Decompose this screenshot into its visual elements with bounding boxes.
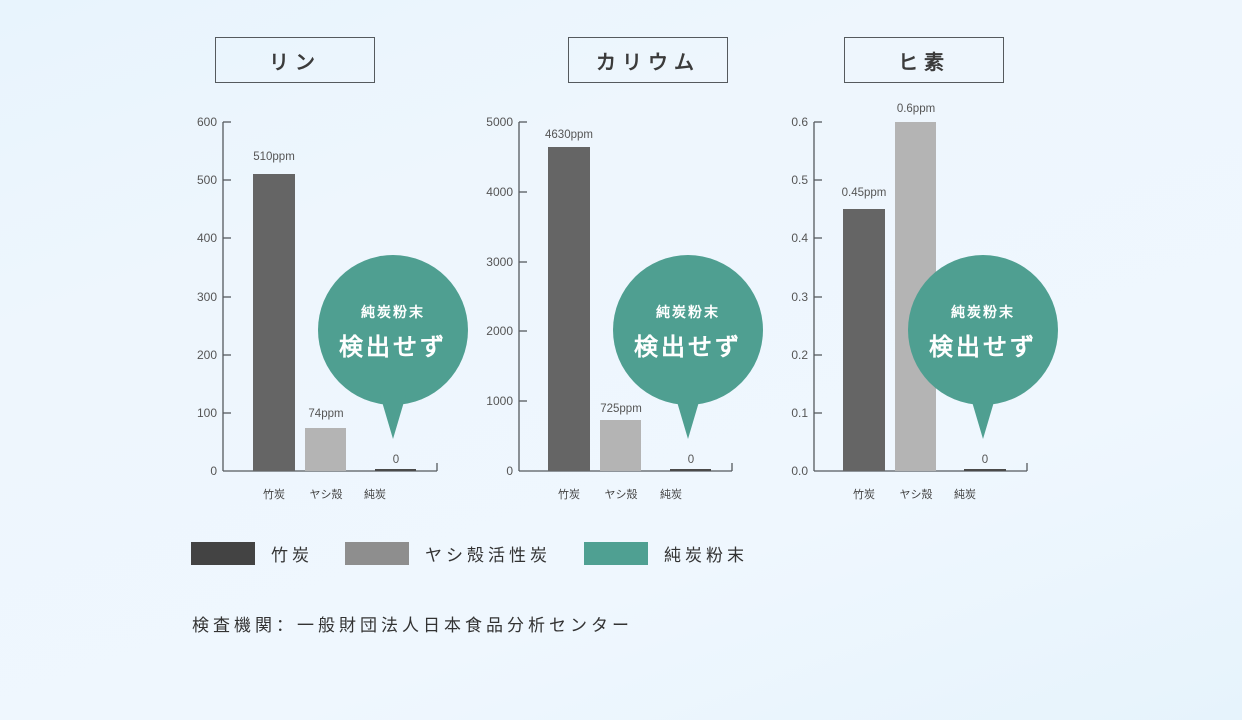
x-category-label: 竹炭	[263, 488, 285, 501]
callout-result: 検出せず	[339, 333, 447, 361]
bar-bamboo	[253, 174, 295, 471]
y-tick: 200	[196, 348, 217, 362]
not-detected-callout: 純炭粉末 検出せず	[613, 255, 763, 440]
not-detected-callout: 純炭粉末 検出せず	[908, 255, 1058, 440]
x-category-label: ヤシ殻	[604, 488, 638, 501]
bar-coconut	[305, 428, 346, 471]
y-tick: 100	[196, 406, 217, 420]
bar-value-label: 725ppm	[600, 403, 642, 415]
y-tick: 5000	[486, 115, 513, 129]
not-detected-callout: 純炭粉末 検出せず	[318, 255, 468, 440]
legend-swatch	[345, 541, 409, 565]
bar-value-label: 74ppm	[308, 408, 344, 420]
callout-subject: 純炭粉末	[951, 305, 1015, 321]
bar-bamboo	[548, 147, 590, 471]
source-note: 検査機関：一般財団法人日本食品分析センター	[192, 616, 633, 636]
x-category-label: 純炭	[364, 488, 386, 501]
x-category-label: 竹炭	[558, 488, 580, 501]
bar-value-label: 4630ppm	[545, 129, 593, 141]
y-tick: 3000	[486, 255, 513, 269]
chart-title-potassium: カリウム	[568, 37, 728, 83]
chart-title-arsenic: ヒ素	[844, 37, 1004, 83]
bar-pure	[964, 469, 1006, 471]
y-tick: 0.4	[791, 231, 808, 245]
y-tick: 500	[196, 173, 217, 187]
chart-title-phosphorus: リン	[215, 37, 375, 83]
legend-label: ヤシ殻活性炭	[425, 545, 551, 566]
y-tick: 2000	[486, 324, 513, 338]
legend-label: 竹炭	[271, 545, 313, 566]
legend-item-pure: 純炭粉末	[584, 541, 748, 566]
callout-result: 検出せず	[929, 333, 1037, 361]
speech-bubble-icon	[613, 255, 763, 439]
y-tick: 0	[210, 464, 217, 478]
bar-value-label: 510ppm	[253, 151, 295, 163]
y-tick: 4000	[486, 185, 513, 199]
callout-subject: 純炭粉末	[656, 305, 720, 321]
callout-result: 検出せず	[634, 333, 742, 361]
bar-value-label: 0	[981, 454, 989, 466]
y-tick: 0.5	[791, 173, 808, 187]
x-category-label: 純炭	[660, 488, 682, 501]
bar-pure	[375, 469, 416, 471]
speech-bubble-icon	[318, 255, 468, 439]
legend-item-bamboo: 竹炭	[191, 541, 313, 566]
callout-subject: 純炭粉末	[361, 305, 425, 321]
legend-swatch	[191, 541, 255, 565]
x-category-label: 純炭	[954, 488, 976, 501]
legend-label: 純炭粉末	[664, 545, 748, 566]
y-tick: 0.2	[791, 348, 808, 362]
y-tick: 1000	[486, 394, 513, 408]
bar-value-label: 0.6ppm	[896, 103, 936, 115]
speech-bubble-icon	[908, 255, 1058, 439]
x-category-label: ヤシ殻	[899, 488, 933, 501]
y-tick: 0.0	[791, 464, 808, 478]
bar-value-label: 0	[392, 454, 400, 466]
bar-bamboo	[843, 209, 885, 471]
y-tick: 0.6	[791, 115, 808, 129]
bar-coconut	[600, 420, 641, 471]
y-tick: 0.3	[791, 290, 808, 304]
bar-value-label: 0	[687, 454, 695, 466]
y-tick: 400	[196, 231, 217, 245]
legend-item-coconut: ヤシ殻活性炭	[345, 541, 551, 566]
y-tick: 600	[196, 115, 217, 129]
x-category-label: 竹炭	[853, 488, 875, 501]
bar-value-label: 0.45ppm	[841, 187, 887, 199]
y-tick: 0.1	[791, 406, 808, 420]
legend-swatch	[584, 541, 648, 565]
y-tick: 300	[196, 290, 217, 304]
x-category-label: ヤシ殻	[309, 488, 343, 501]
bar-pure	[670, 469, 711, 471]
y-tick: 0	[506, 464, 513, 478]
